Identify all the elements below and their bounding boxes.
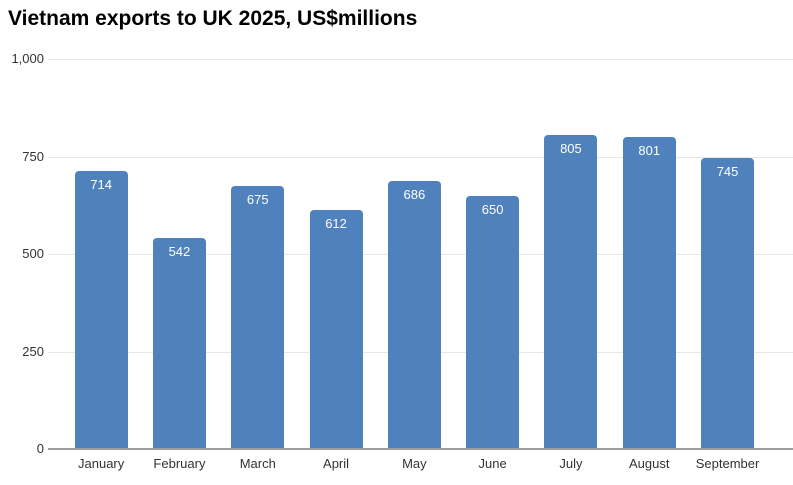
bar-value-label: 745 bbox=[716, 164, 739, 180]
bar-september[interactable]: 745 bbox=[701, 158, 755, 449]
bar-january[interactable]: 714 bbox=[74, 170, 128, 449]
x-axis-baseline bbox=[48, 448, 793, 450]
x-axis-tick-label: June bbox=[478, 456, 507, 471]
bar-june[interactable]: 650 bbox=[466, 195, 520, 449]
chart-title: Vietnam exports to UK 2025, US$millions bbox=[8, 7, 418, 30]
bar-may[interactable]: 686 bbox=[387, 181, 441, 449]
bar-value-label: 542 bbox=[168, 243, 191, 259]
y-axis-tick-label: 500 bbox=[22, 246, 44, 261]
y-axis-tick-label: 0 bbox=[36, 441, 44, 456]
y-gridline bbox=[48, 156, 793, 158]
bar-value-label: 714 bbox=[90, 176, 112, 192]
y-axis-tick-label: 1,000 bbox=[11, 51, 44, 66]
bar-value-label: 801 bbox=[638, 142, 661, 158]
bar-february[interactable]: 542 bbox=[152, 237, 206, 449]
bar-april[interactable]: 612 bbox=[309, 210, 363, 449]
x-axis-tick-label: February bbox=[153, 456, 206, 471]
y-axis-tick-label: 750 bbox=[22, 148, 44, 164]
bar-july[interactable]: 805 bbox=[544, 135, 598, 449]
bar-value-label: 650 bbox=[481, 201, 504, 217]
x-axis-tick-label: July bbox=[559, 456, 583, 471]
x-axis-tick-label: August bbox=[629, 456, 670, 471]
x-axis-tick-label: January bbox=[78, 456, 125, 471]
bar-august[interactable]: 801 bbox=[622, 136, 676, 449]
x-axis-tick-label: September bbox=[695, 456, 760, 471]
x-axis-tick-label: March bbox=[239, 456, 276, 471]
bar-march[interactable]: 675 bbox=[231, 185, 285, 449]
x-axis-tick-label: May bbox=[402, 456, 427, 471]
bar-value-label: 612 bbox=[325, 216, 347, 232]
y-axis-tick-label: 250 bbox=[22, 343, 44, 359]
x-axis-tick-label: April bbox=[323, 456, 350, 471]
bar-value-label: 805 bbox=[560, 141, 582, 157]
y-gridline bbox=[48, 59, 793, 60]
bar-value-label: 686 bbox=[403, 187, 426, 203]
bar-value-label: 675 bbox=[246, 191, 269, 207]
